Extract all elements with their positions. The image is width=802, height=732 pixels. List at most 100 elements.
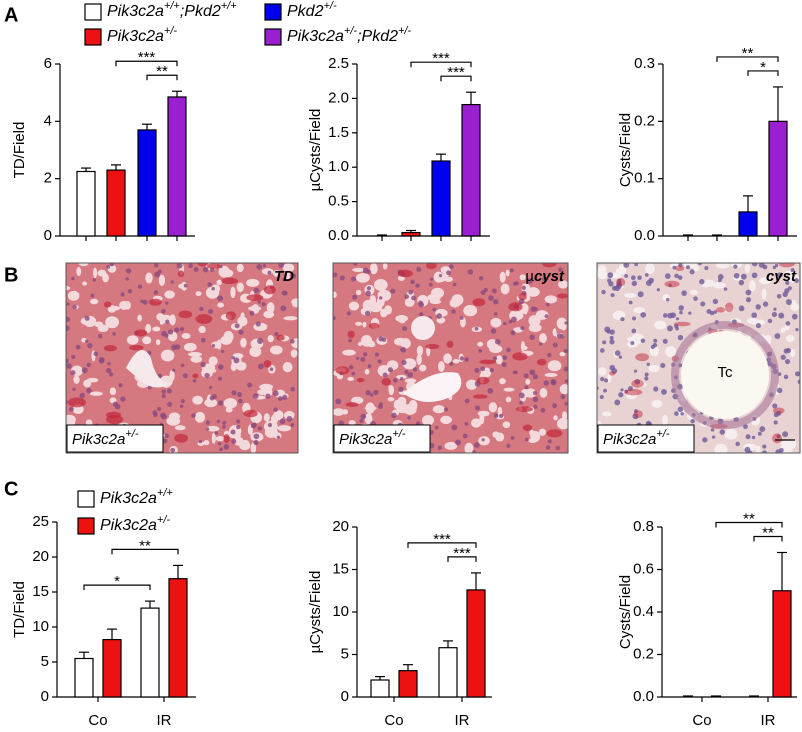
nucleus — [415, 283, 420, 288]
nucleus — [333, 315, 336, 321]
y-tick-label: 2 — [44, 170, 52, 187]
nucleus — [634, 263, 638, 267]
nucleus — [366, 286, 371, 291]
tissue-space — [552, 328, 557, 337]
nucleus — [154, 263, 159, 268]
nucleus — [339, 275, 345, 281]
tissue-space — [434, 273, 447, 283]
nucleus — [620, 388, 624, 392]
nucleus — [231, 390, 237, 396]
tissue-space — [559, 384, 568, 395]
nucleus — [92, 278, 97, 282]
tissue-space — [86, 377, 99, 383]
nucleus — [767, 318, 773, 324]
nucleus — [120, 292, 125, 297]
y-tick-label: 25 — [32, 513, 49, 530]
erythrocyte — [772, 407, 785, 414]
tissue-space — [519, 274, 526, 281]
erythrocyte — [263, 285, 276, 295]
y-tick-label: 0.8 — [633, 518, 654, 535]
nucleus — [783, 374, 789, 380]
nucleus — [609, 335, 614, 340]
genotype-box — [597, 424, 695, 453]
x-tick-label: IR — [157, 712, 172, 729]
tissue-space — [465, 379, 478, 390]
nucleus — [532, 374, 538, 380]
nucleus — [199, 306, 204, 312]
y-tick-label: 1.0 — [328, 158, 349, 175]
erythrocyte — [103, 301, 112, 308]
tissue-space — [427, 293, 441, 302]
panel-letter: B — [4, 264, 18, 286]
nucleus — [452, 282, 457, 287]
bar — [168, 578, 188, 698]
erythrocyte — [263, 360, 272, 368]
significance-bracket — [83, 584, 151, 591]
tissue-space — [758, 276, 772, 285]
nucleus — [233, 357, 240, 364]
nucleus — [689, 269, 695, 275]
nucleus — [646, 362, 650, 366]
tissue-space — [93, 267, 98, 279]
tissue-space — [559, 351, 566, 357]
corner-label-part: TD — [274, 268, 294, 285]
tissue-space — [270, 414, 279, 424]
nucleus — [205, 420, 210, 425]
nucleus — [751, 312, 758, 318]
significance-label: ** — [156, 63, 168, 80]
nucleus — [464, 398, 470, 404]
tissue-space — [362, 321, 367, 328]
nucleus — [772, 403, 778, 409]
tissue-space — [470, 418, 482, 428]
nucleus — [71, 276, 75, 281]
tissue-space — [624, 292, 637, 298]
nucleus — [762, 301, 769, 307]
lumen-label: Tc — [718, 364, 734, 381]
tissue-space — [211, 432, 216, 444]
nucleus — [794, 278, 799, 283]
tissue-space — [215, 435, 225, 442]
nucleus — [637, 275, 642, 280]
nucleus — [602, 340, 607, 345]
nucleus — [66, 316, 71, 323]
tissue-space — [502, 421, 511, 429]
nucleus — [489, 368, 494, 373]
nucleus — [290, 423, 295, 427]
nucleus — [446, 270, 451, 276]
y-tick-label: 20 — [332, 518, 349, 535]
tissue-space — [495, 355, 503, 365]
nucleus — [166, 388, 172, 394]
tissue-space — [107, 305, 117, 313]
erythrocyte — [103, 345, 117, 352]
nucleus — [81, 367, 88, 374]
nucleus — [755, 323, 761, 329]
nucleus — [690, 418, 695, 424]
y-tick-label: 0 — [41, 688, 49, 705]
legend-label-part: Pik3c2a — [100, 490, 157, 507]
erythrocyte — [246, 294, 264, 301]
micrograph — [333, 263, 568, 453]
nucleus — [451, 309, 456, 314]
nucleus — [533, 404, 538, 409]
tissue-space — [192, 395, 203, 405]
tissue-space — [547, 360, 562, 372]
nucleus — [204, 372, 210, 379]
nucleus — [604, 378, 609, 383]
nucleus — [434, 425, 439, 430]
nucleus — [751, 263, 758, 267]
tissue-space — [790, 303, 800, 312]
nucleus — [273, 390, 279, 397]
bar — [738, 211, 758, 237]
tissue-space — [544, 372, 558, 378]
nucleus — [660, 362, 666, 369]
nucleus — [172, 368, 176, 372]
nucleus — [179, 404, 184, 409]
nucleus — [540, 407, 546, 413]
tissue-space — [626, 336, 634, 342]
nucleus — [665, 273, 671, 279]
erythrocyte — [148, 298, 162, 306]
nucleus — [359, 418, 364, 423]
tissue-space — [208, 356, 218, 366]
nucleus — [234, 323, 240, 329]
nucleus — [265, 393, 271, 399]
